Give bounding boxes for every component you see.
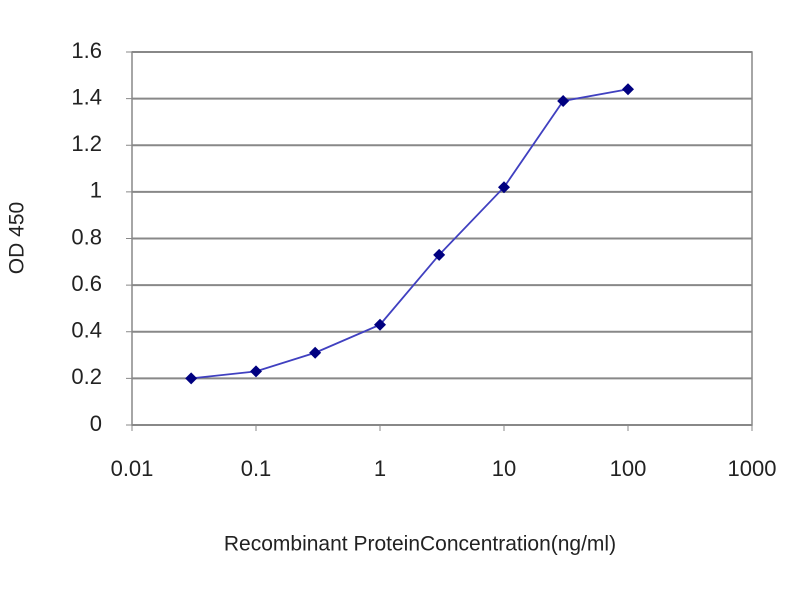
data-line [191, 88, 629, 380]
data-point [309, 346, 322, 359]
y-tick-label: 0.2 [71, 364, 102, 389]
y-tick-label: 1.2 [71, 131, 102, 156]
x-tick-label: 100 [610, 456, 647, 481]
y-tick-label: 1.6 [71, 38, 102, 63]
data-point [185, 372, 198, 385]
data-point [374, 318, 386, 331]
y-tick-label: 0.8 [71, 224, 102, 249]
x-tick-label: 10 [492, 456, 516, 481]
y-tick-label: 1.4 [71, 84, 102, 109]
x-tick-label: 1 [374, 456, 386, 481]
data-point [557, 94, 570, 107]
data-point [433, 248, 446, 261]
y-tick-label: 0.6 [71, 271, 102, 296]
y-tick-label: 1 [90, 178, 102, 203]
y-tick-label: 0 [90, 411, 102, 436]
y-tick-label: 0.4 [71, 318, 102, 343]
data-point [250, 365, 262, 378]
x-tick-label: 0.01 [111, 456, 154, 481]
x-tick-label: 0.1 [241, 456, 272, 481]
x-axis-title: Recombinant ProteinConcentration(ng/ml) [224, 533, 616, 556]
data-point [622, 83, 634, 96]
y-axis-title: OD 450 [6, 202, 29, 274]
x-tick-label: 1000 [728, 456, 777, 481]
data-point [498, 181, 510, 194]
